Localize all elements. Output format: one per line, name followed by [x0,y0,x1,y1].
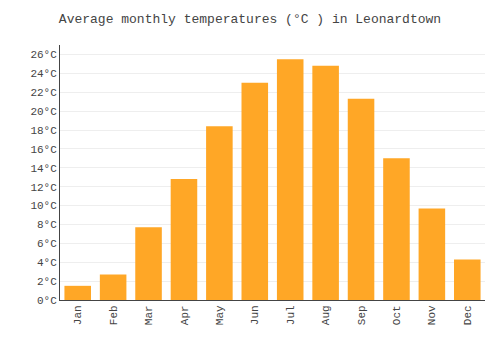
svg-text:Feb: Feb [108,305,120,325]
svg-text:Sep: Sep [356,305,368,325]
svg-text:Aug: Aug [320,305,332,325]
svg-text:6°C: 6°C [37,238,57,250]
svg-text:20°C: 20°C [30,106,57,118]
svg-text:24°C: 24°C [30,68,57,80]
svg-text:Mar: Mar [143,305,155,325]
svg-text:0°C: 0°C [37,295,57,307]
svg-text:Apr: Apr [179,305,191,325]
svg-text:Jan: Jan [72,305,84,325]
svg-text:26°C: 26°C [30,49,57,61]
svg-text:Dec: Dec [462,305,474,325]
svg-text:Jun: Jun [249,305,261,325]
svg-text:10°C: 10°C [30,200,57,212]
svg-text:16°C: 16°C [30,144,57,156]
svg-text:18°C: 18°C [30,125,57,137]
svg-text:Average monthly temperatures (: Average monthly temperatures (°C ) in Le… [59,12,441,27]
svg-text:Nov: Nov [426,305,438,325]
svg-text:8°C: 8°C [37,219,57,231]
svg-text:Jul: Jul [285,305,297,325]
svg-text:May: May [214,305,226,325]
svg-text:4°C: 4°C [37,257,57,269]
svg-text:22°C: 22°C [30,87,57,99]
svg-text:Oct: Oct [391,305,403,325]
svg-text:2°C: 2°C [37,276,57,288]
svg-text:14°C: 14°C [30,163,57,175]
svg-text:12°C: 12°C [30,182,57,194]
